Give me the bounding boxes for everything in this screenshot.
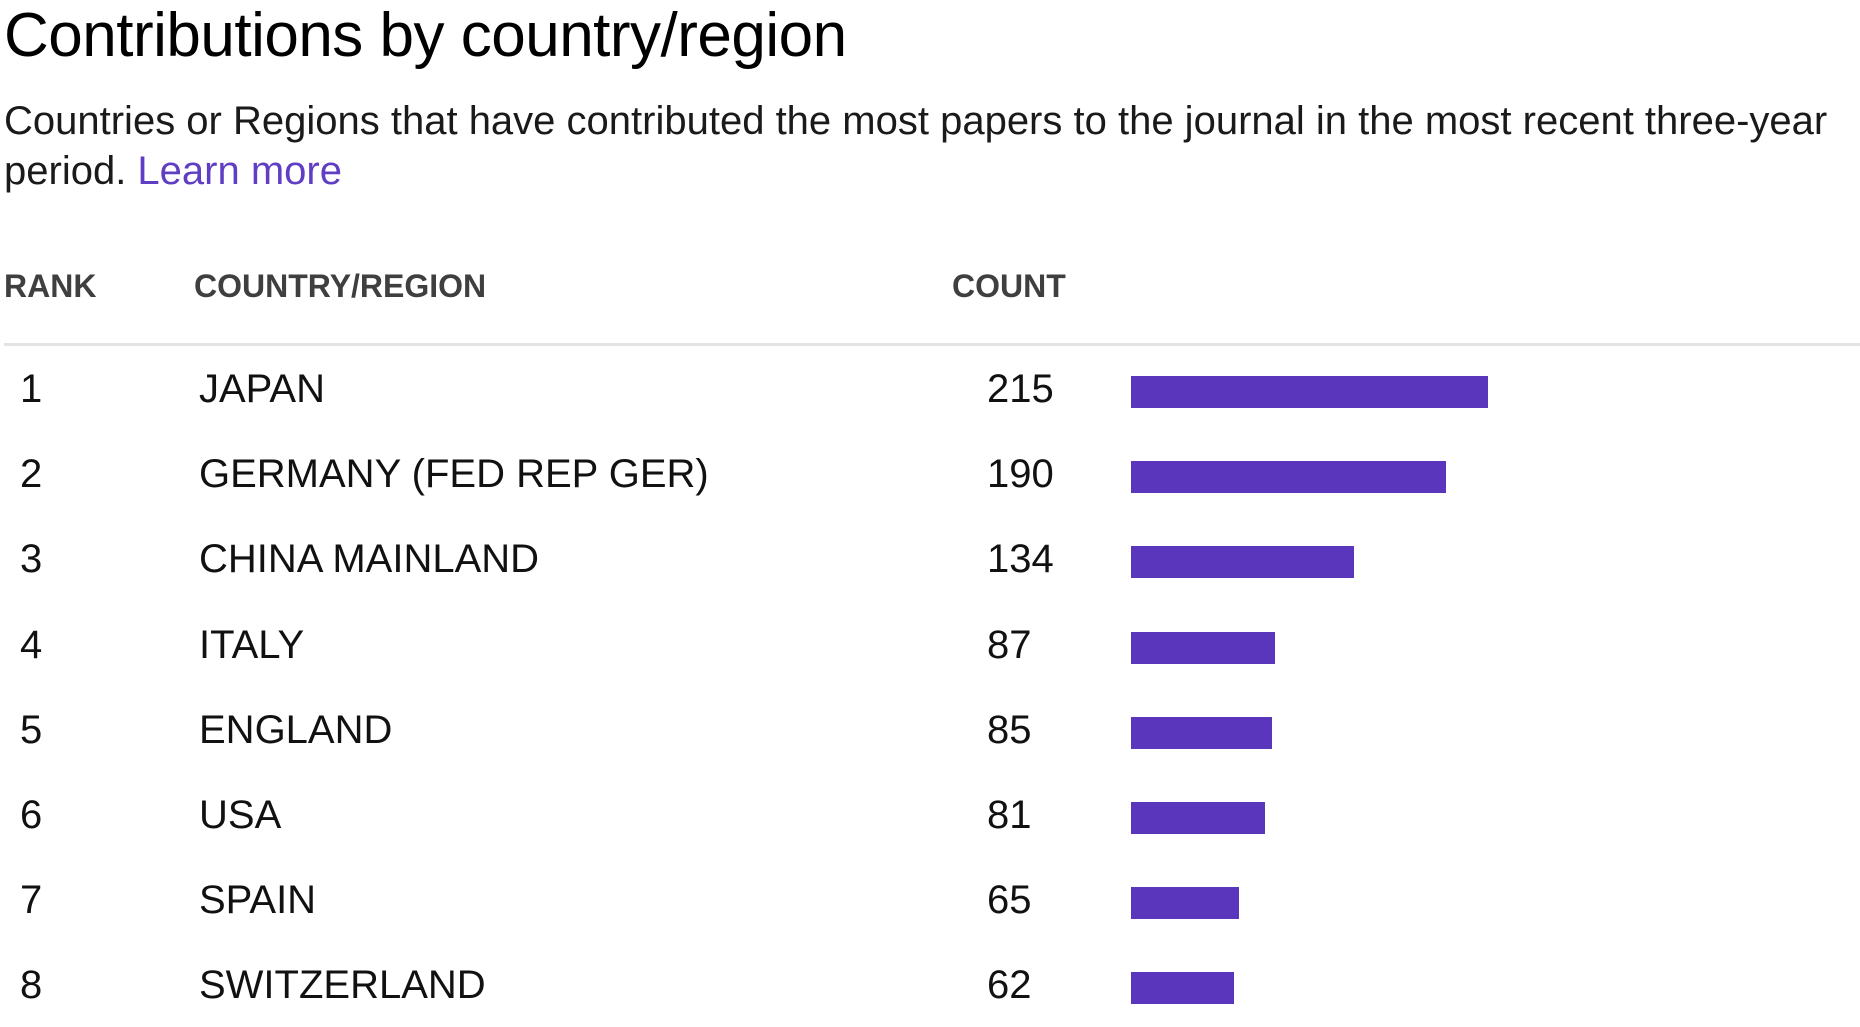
rank-cell: 2 [20,452,43,497]
table-row: 4 ITALY 87 [0,602,1860,687]
rank-cell: 3 [20,537,43,582]
count-cell: 87 [987,622,1032,667]
count-bar [1131,376,1488,408]
count-bar [1131,631,1275,664]
country-cell: SWITZERLAND [199,963,486,1008]
country-cell: GERMANY (FED REP GER) [199,452,709,497]
count-cell: 190 [987,452,1054,497]
table-row: 6 USA 81 [0,772,1860,857]
count-bar [1131,546,1354,579]
learn-more-link[interactable]: Learn more [137,149,342,193]
table-row: 7 SPAIN 65 [0,857,1860,942]
rank-cell: 7 [20,878,43,923]
count-bar [1131,461,1446,494]
count-cell: 65 [987,878,1032,923]
rank-cell: 4 [20,622,43,667]
page-subtitle: Countries or Regions that have contribut… [4,96,1856,196]
country-cell: ENGLAND [199,707,393,752]
count-bar [1131,887,1239,920]
count-cell: 134 [987,537,1054,582]
count-cell: 81 [987,793,1032,837]
count-cell: 62 [987,963,1032,1008]
table-row: 8 SWITZERLAND 62 [0,942,1860,1027]
count-cell: 215 [987,367,1054,411]
page-title: Contributions by country/region [4,1,847,70]
table-row: 2 GERMANY (FED REP GER) 190 [0,431,1860,516]
column-header-rank: RANK [4,268,97,304]
count-bar [1131,802,1265,834]
header-divider [4,343,1860,346]
rank-cell: 5 [20,707,43,752]
country-cell: ITALY [199,622,305,667]
country-cell: USA [199,793,282,837]
subtitle-text: Countries or Regions that have contribut… [4,99,1828,193]
table-row: 1 JAPAN 215 [0,346,1860,431]
country-cell: JAPAN [199,367,325,411]
count-bar [1131,972,1234,1005]
country-cell: SPAIN [199,878,317,923]
column-header-count: COUNT [952,268,1066,304]
count-bar [1131,716,1272,749]
count-cell: 85 [987,707,1032,752]
rank-cell: 8 [20,963,43,1008]
table-row: 5 ENGLAND 85 [0,687,1860,772]
rank-cell: 6 [20,793,43,837]
country-cell: CHINA MAINLAND [199,537,540,582]
column-header-country: COUNTRY/REGION [194,268,487,304]
rank-cell: 1 [20,367,43,411]
table-row: 3 CHINA MAINLAND 134 [0,516,1860,601]
